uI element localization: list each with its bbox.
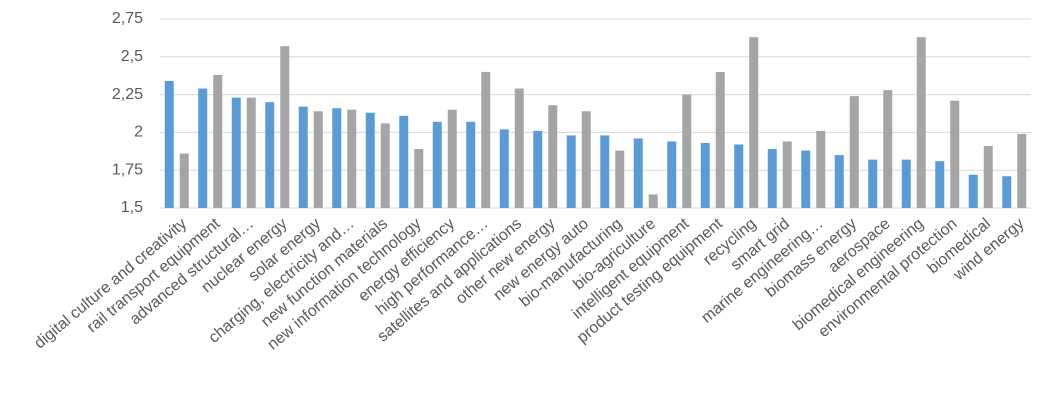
y-tick-label: 1,5 [121, 199, 143, 216]
bar [600, 135, 610, 208]
bar [648, 194, 658, 208]
bar [432, 121, 442, 208]
bar [164, 80, 174, 208]
bar [347, 109, 357, 208]
bar [801, 150, 811, 208]
bar [615, 150, 625, 208]
bar [499, 129, 509, 208]
bar [1017, 133, 1027, 208]
bar [399, 115, 409, 208]
bar [749, 37, 759, 209]
bar [935, 161, 945, 208]
bar [298, 106, 308, 208]
bar [365, 112, 375, 208]
bar [816, 130, 826, 208]
y-tick-label: 2,25 [112, 86, 143, 103]
bar [313, 111, 323, 208]
y-tick-label: 2,75 [112, 10, 143, 27]
bar [231, 97, 241, 208]
bar [481, 71, 491, 208]
bar [868, 159, 878, 208]
bar [834, 155, 844, 208]
y-tick-label: 2,5 [121, 48, 143, 65]
bar [332, 108, 342, 208]
bar [950, 100, 960, 208]
bar [916, 37, 926, 209]
bar [533, 130, 543, 208]
bar [447, 109, 457, 208]
bar [566, 135, 576, 208]
bar [734, 144, 744, 208]
bar [466, 121, 476, 208]
bar [983, 146, 993, 208]
bar [380, 123, 390, 208]
bar [246, 97, 256, 208]
bar [767, 149, 777, 208]
bar [633, 138, 643, 208]
bar [1002, 176, 1012, 208]
bar [883, 90, 893, 208]
bar [667, 141, 677, 208]
bar [548, 105, 558, 208]
bar [198, 88, 208, 208]
bar [715, 71, 725, 208]
bar [901, 159, 911, 208]
bar [968, 174, 978, 208]
bar [581, 111, 591, 208]
bar [700, 142, 710, 208]
bar [514, 88, 524, 208]
bar [782, 141, 792, 208]
y-tick-label: 1,75 [112, 161, 143, 178]
bar [849, 96, 859, 208]
bar [682, 94, 692, 208]
bar [414, 149, 424, 208]
bar [179, 153, 189, 208]
x-tick-label: rail transport equipment [84, 215, 224, 336]
y-tick-label: 2 [134, 124, 143, 141]
bar [265, 102, 275, 208]
bar [280, 46, 290, 208]
bar [213, 74, 223, 208]
